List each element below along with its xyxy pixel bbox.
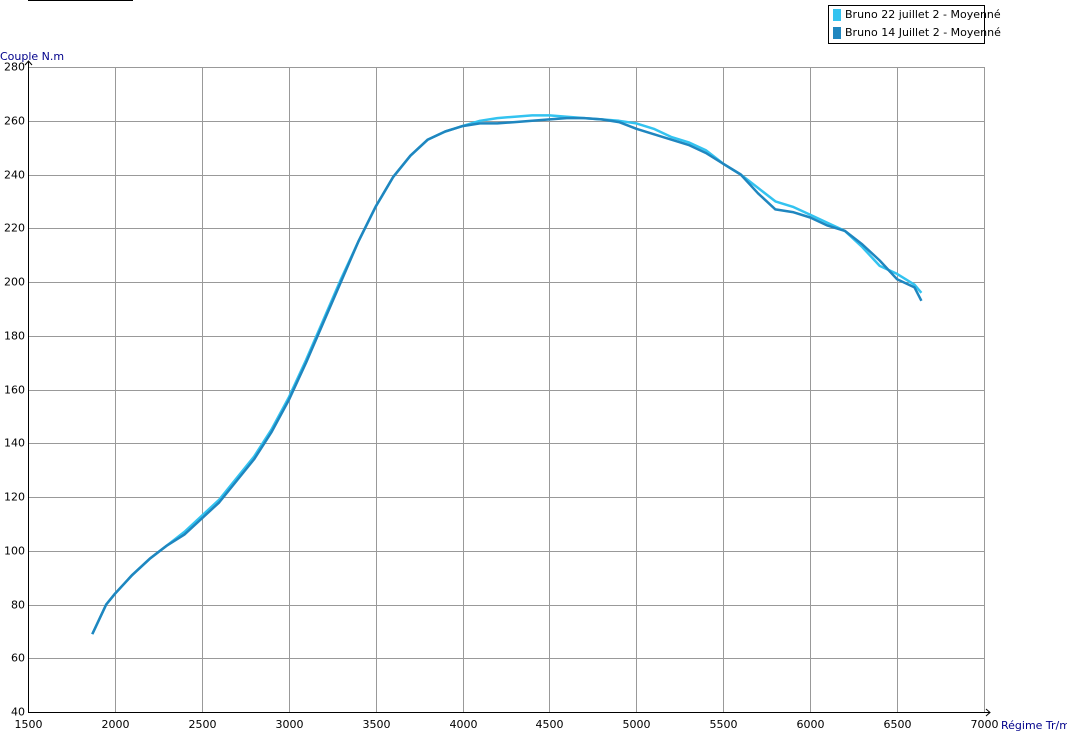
legend-swatch bbox=[833, 9, 841, 21]
x-axis-label: Régime Tr/mr bbox=[1001, 719, 1067, 732]
y-tick-label: 60 bbox=[11, 652, 25, 665]
x-tick-label: 4000 bbox=[450, 718, 478, 731]
x-tick-label: 5500 bbox=[710, 718, 738, 731]
x-tick-label: 2500 bbox=[189, 718, 217, 731]
x-tick-label: 3500 bbox=[363, 718, 391, 731]
x-tick-label: 4500 bbox=[536, 718, 564, 731]
x-tick-label: 7000 bbox=[971, 718, 999, 731]
series-line bbox=[91, 114, 923, 635]
series-line bbox=[91, 116, 923, 635]
x-tick-label: 6000 bbox=[797, 718, 825, 731]
legend-swatch bbox=[833, 27, 841, 39]
y-tick-label: 260 bbox=[4, 115, 25, 128]
x-tick-label: 1500 bbox=[15, 718, 43, 731]
x-tick-label: 3000 bbox=[276, 718, 304, 731]
y-tick-label: 160 bbox=[4, 384, 25, 397]
y-axis-label: Couple N.m bbox=[0, 50, 64, 63]
y-tick-label: 80 bbox=[11, 599, 25, 612]
y-tick-label: 120 bbox=[4, 491, 25, 504]
legend-label: Bruno 14 Juillet 2 - Moyenné bbox=[845, 26, 1001, 39]
legend-box bbox=[828, 5, 985, 44]
y-tick-label: 40 bbox=[11, 706, 25, 719]
y-tick-label: 140 bbox=[4, 437, 25, 450]
y-tick-label: 200 bbox=[4, 276, 25, 289]
y-tick-label: 180 bbox=[4, 330, 25, 343]
axis bbox=[24, 60, 991, 717]
y-tick-label: 280 bbox=[4, 61, 25, 74]
y-tick-label: 100 bbox=[4, 545, 25, 558]
y-tick-label: 240 bbox=[4, 169, 25, 182]
x-tick-label: 6500 bbox=[884, 718, 912, 731]
legend-label: Bruno 22 juillet 2 - Moyenné bbox=[845, 8, 1001, 21]
x-tick-label: 2000 bbox=[102, 718, 130, 731]
x-tick-label: 5000 bbox=[623, 718, 651, 731]
y-tick-label: 220 bbox=[4, 222, 25, 235]
